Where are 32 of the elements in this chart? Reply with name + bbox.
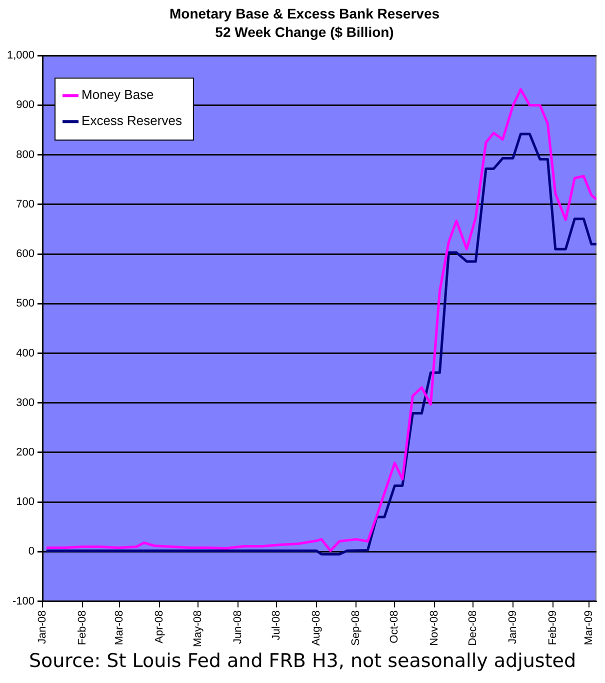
source-note: Source: St Louis Fed and FRB H3, not seasonally adjusted	[28, 650, 578, 672]
x-tick-label: Mar-09	[582, 610, 595, 646]
y-tick-label: 600	[16, 248, 35, 260]
x-tick-label: Apr-08	[154, 610, 166, 644]
x-tick-label: Feb-09	[546, 610, 559, 646]
x-tick-label: Oct-08	[388, 610, 401, 644]
x-tick-label: Dec-08	[467, 610, 480, 646]
y-tick-label: 0	[28, 546, 35, 558]
x-tick-label: Jul-08	[270, 610, 282, 640]
x-tick-label: Jun-08	[232, 610, 244, 644]
x-tick-label: Jan-08	[36, 610, 49, 644]
y-tick-label: 100	[16, 496, 35, 508]
legend-label: Excess Reserves	[82, 113, 182, 128]
y-tick-label: 400	[16, 347, 35, 360]
y-tick-label: 900	[16, 99, 35, 112]
y-tick-label: 200	[16, 446, 35, 459]
y-tick-label: 800	[16, 148, 35, 161]
x-tick-label: May-08	[192, 610, 204, 648]
y-tick-label: 300	[16, 396, 35, 409]
x-tick-label: Jan-09	[506, 610, 519, 644]
y-tick-label: 500	[16, 298, 35, 310]
x-tick-label: Nov-08	[428, 610, 441, 646]
x-tick-label: Mar-08	[114, 610, 126, 646]
legend-label: Money Base	[82, 87, 154, 102]
x-tick-label: Feb-08	[76, 610, 88, 646]
chart-title: Monetary Base & Excess Bank Reserves	[169, 5, 440, 22]
y-tick-label: -100	[12, 595, 35, 608]
y-tick-label: 700	[16, 198, 35, 210]
x-tick-label: Aug-08	[310, 610, 322, 646]
x-tick-label: Sep-08	[350, 610, 362, 646]
y-tick-label: 1,000	[6, 50, 35, 62]
chart-subtitle: 52 Week Change ($ Billion)	[215, 24, 394, 40]
